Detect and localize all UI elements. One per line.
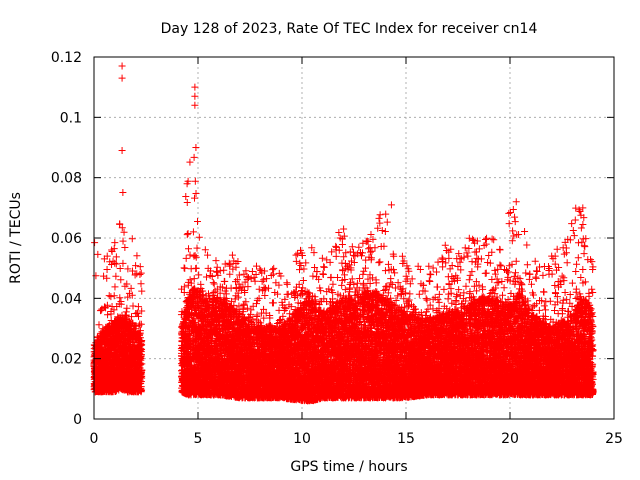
- data-point: [94, 250, 102, 258]
- data-points: [90, 62, 597, 405]
- data-point: [91, 239, 99, 247]
- data-point: [95, 321, 103, 329]
